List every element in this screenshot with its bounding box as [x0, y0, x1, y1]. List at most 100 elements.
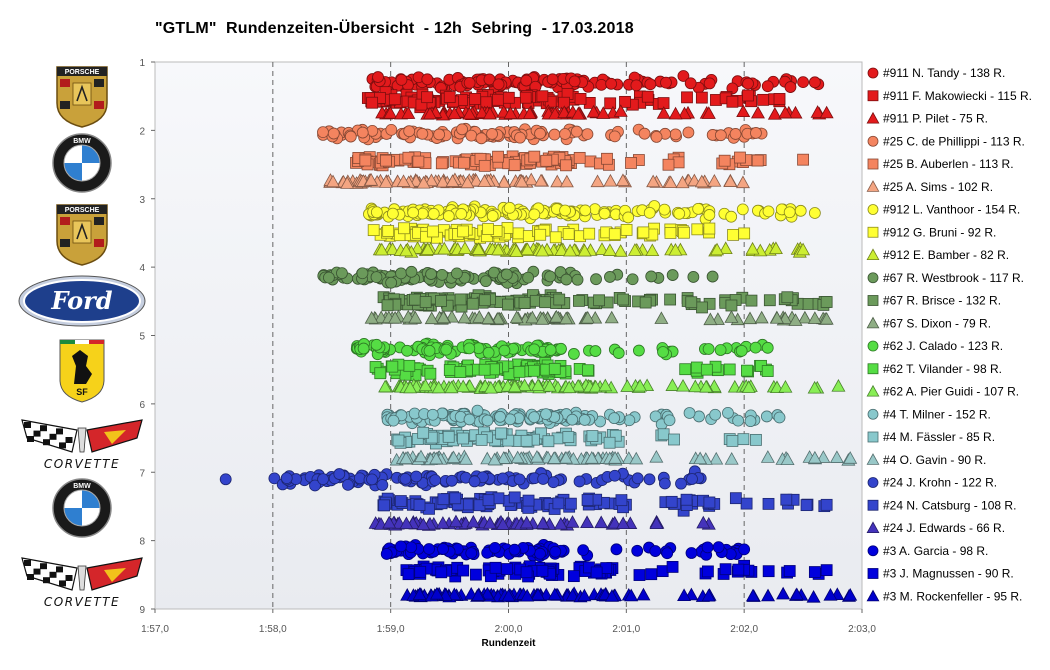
data-point — [414, 565, 427, 578]
axes: 1:57,0 1:58,0 1:59,0 2:00,0 2:01,0 2:02,0 2:03… — [139, 58, 876, 649]
data-point — [579, 204, 592, 217]
data-point — [552, 497, 565, 510]
legend-label: #62 A. Pier Guidi - 107 R. — [883, 385, 1019, 399]
data-point — [477, 174, 492, 188]
data-point — [553, 293, 566, 306]
legend-marker — [867, 363, 879, 375]
data-point — [514, 174, 529, 188]
data-point — [268, 472, 281, 485]
data-point — [513, 365, 526, 378]
data-point — [562, 431, 575, 443]
data-point — [383, 106, 398, 119]
legend-label: #4 O. Gavin - 90 R. — [883, 453, 986, 467]
data-point — [761, 365, 774, 377]
data-point — [522, 271, 534, 284]
bmw-roundel-icon: BMW — [52, 133, 112, 193]
legend-marker — [867, 90, 879, 102]
data-point — [608, 469, 621, 482]
data-point — [553, 517, 568, 530]
data-point — [677, 588, 692, 602]
data-point — [540, 154, 553, 167]
data-point — [544, 344, 557, 356]
data-point — [590, 273, 602, 286]
data-point — [649, 516, 664, 529]
series-15 — [378, 378, 846, 394]
data-point — [604, 589, 619, 602]
data-point — [559, 311, 574, 325]
data-point — [699, 379, 714, 393]
y-tick-label: 7 — [139, 468, 145, 479]
data-point — [429, 474, 442, 487]
data-point — [357, 342, 370, 355]
legend-label: #3 M. Rockenfeller - 95 R. — [883, 589, 1022, 603]
data-point — [633, 378, 648, 392]
data-point — [501, 588, 516, 602]
data-point — [528, 208, 541, 221]
series-22 — [380, 539, 751, 563]
data-point — [409, 293, 421, 306]
data-point — [773, 411, 786, 424]
data-point — [580, 310, 595, 324]
data-point — [675, 477, 687, 490]
data-point — [707, 174, 722, 187]
data-point — [491, 242, 506, 256]
data-point — [458, 156, 470, 169]
series-23 — [400, 559, 833, 583]
legend-entry: #67 R. Brisce - 132 R. — [867, 294, 1001, 308]
data-point — [677, 106, 692, 120]
data-point — [763, 294, 776, 307]
data-point — [604, 271, 616, 283]
data-point — [492, 492, 505, 505]
data-point — [706, 270, 719, 283]
data-point — [535, 427, 547, 440]
data-point — [666, 269, 679, 281]
data-point — [402, 568, 415, 581]
data-point — [650, 131, 663, 143]
data-point — [768, 241, 783, 255]
data-point — [429, 451, 444, 465]
data-point — [353, 472, 366, 485]
data-point — [574, 93, 587, 105]
data-point — [602, 243, 617, 256]
data-point — [465, 129, 478, 142]
data-point — [744, 415, 757, 428]
data-point — [326, 174, 341, 188]
data-point — [703, 496, 716, 509]
data-point — [724, 310, 739, 323]
data-point — [778, 105, 793, 119]
data-point — [696, 515, 711, 529]
data-point — [560, 273, 573, 286]
data-point — [535, 516, 550, 529]
svg-text:Ford: Ford — [50, 286, 112, 315]
data-point — [481, 311, 496, 325]
data-point — [617, 293, 630, 306]
data-point — [465, 547, 478, 560]
series-3 — [375, 104, 834, 121]
data-point — [578, 414, 591, 426]
data-point — [703, 77, 716, 90]
series-14 — [369, 357, 774, 382]
data-point — [478, 294, 491, 307]
data-point — [610, 543, 623, 556]
data-point — [641, 90, 654, 103]
data-point — [462, 106, 477, 120]
data-point — [629, 451, 644, 465]
data-point — [323, 271, 335, 284]
data-point — [405, 541, 418, 554]
data-point — [480, 586, 495, 600]
data-point — [609, 429, 622, 442]
data-point — [280, 472, 293, 485]
legend-entry: #67 S. Dixon - 79 R. — [866, 316, 991, 330]
data-point — [534, 173, 549, 187]
data-point — [426, 225, 439, 238]
svg-text:BMW: BMW — [73, 483, 91, 490]
data-point — [761, 588, 776, 602]
data-point — [378, 499, 391, 512]
y-tick-label: 4 — [139, 263, 145, 274]
data-point — [760, 410, 773, 423]
legend: #911 N. Tandy - 138 R. #911 F. Makowiecki… — [866, 66, 1032, 603]
data-point — [359, 154, 372, 167]
data-point — [508, 543, 521, 556]
data-point — [417, 426, 430, 439]
data-point — [395, 267, 407, 280]
